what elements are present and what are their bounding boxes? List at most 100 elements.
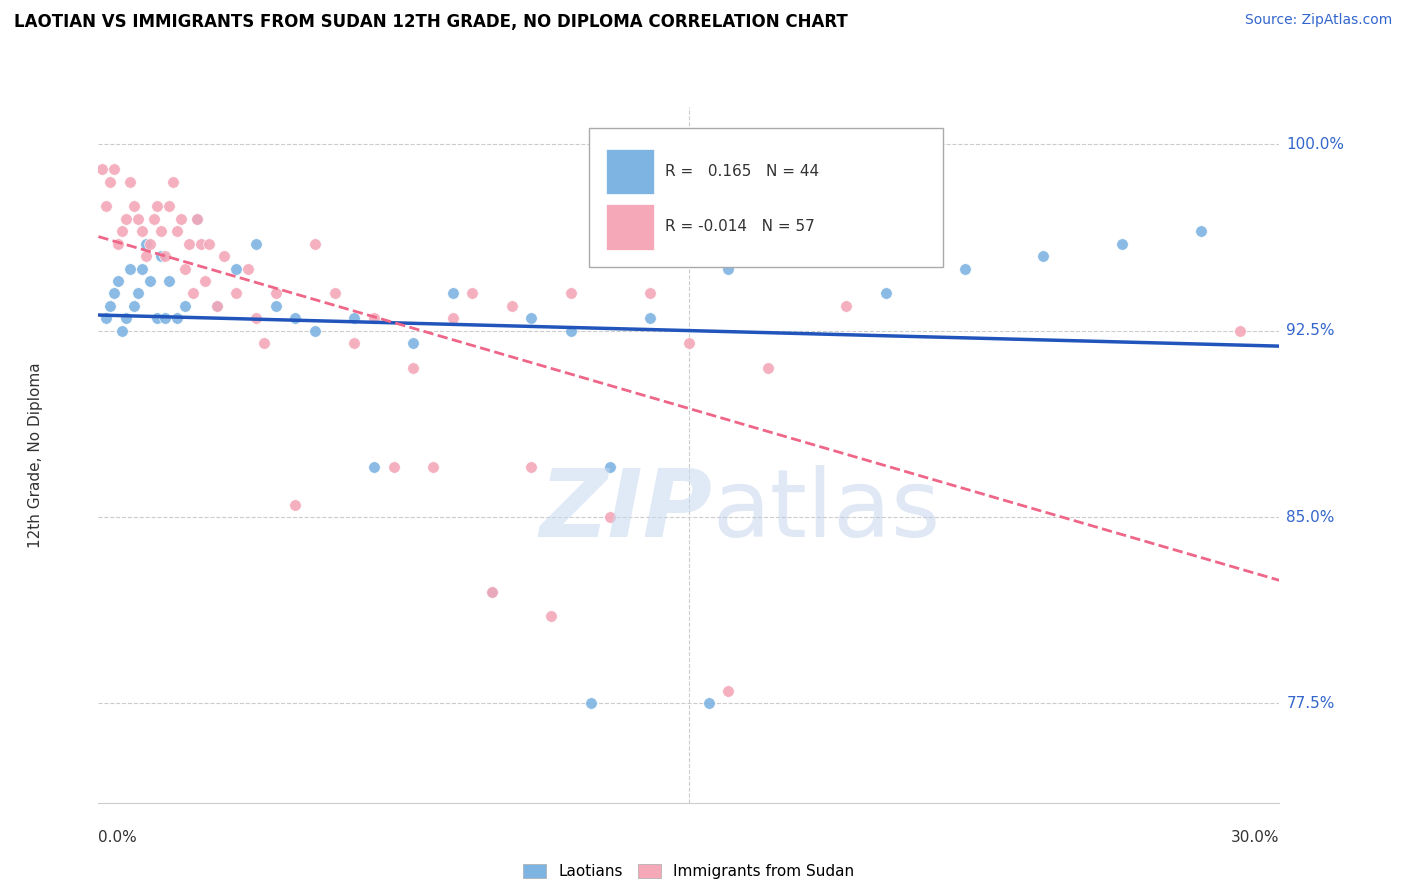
Point	[127, 211, 149, 226]
Point	[914, 236, 936, 251]
Point	[717, 261, 740, 276]
Point	[98, 299, 121, 313]
FancyBboxPatch shape	[606, 204, 654, 250]
Point	[205, 299, 228, 313]
Point	[91, 162, 114, 177]
Point	[953, 261, 976, 276]
Point	[115, 311, 138, 326]
Point	[142, 211, 165, 226]
Point	[127, 286, 149, 301]
Point	[363, 460, 385, 475]
Point	[103, 286, 125, 301]
Point	[96, 199, 118, 213]
Point	[560, 286, 582, 301]
Text: 0.0%: 0.0%	[98, 830, 138, 845]
Point	[540, 609, 562, 624]
Text: R = -0.014   N = 57: R = -0.014 N = 57	[665, 219, 815, 235]
Point	[461, 286, 484, 301]
Point	[402, 360, 425, 375]
Point	[264, 286, 287, 301]
Point	[520, 460, 543, 475]
Point	[107, 236, 129, 251]
Point	[111, 224, 134, 238]
Point	[155, 311, 177, 326]
Point	[441, 311, 464, 326]
Point	[264, 299, 287, 313]
Point	[157, 199, 180, 213]
Point	[146, 199, 169, 213]
Point	[717, 684, 740, 698]
Point	[678, 336, 700, 351]
Text: R =   0.165   N = 44: R = 0.165 N = 44	[665, 163, 820, 178]
Point	[481, 584, 503, 599]
Point	[205, 299, 228, 313]
Point	[98, 175, 121, 189]
Point	[579, 697, 602, 711]
Point	[122, 299, 145, 313]
Text: 85.0%: 85.0%	[1286, 509, 1334, 524]
Text: 12th Grade, No Diploma: 12th Grade, No Diploma	[28, 362, 42, 548]
Point	[756, 249, 779, 263]
Point	[135, 236, 157, 251]
Point	[441, 286, 464, 301]
Point	[166, 224, 188, 238]
Point	[174, 261, 197, 276]
Point	[422, 460, 444, 475]
Point	[166, 311, 188, 326]
Point	[1229, 324, 1251, 338]
Point	[599, 460, 621, 475]
Point	[225, 261, 247, 276]
Point	[177, 236, 200, 251]
Point	[138, 274, 160, 288]
Point	[363, 311, 385, 326]
Point	[150, 249, 173, 263]
Point	[1032, 249, 1054, 263]
Point	[638, 286, 661, 301]
Point	[835, 299, 858, 313]
Point	[284, 311, 307, 326]
Point	[186, 211, 208, 226]
Point	[214, 249, 236, 263]
Point	[197, 236, 219, 251]
Point	[343, 336, 366, 351]
Legend: Laotians, Immigrants from Sudan: Laotians, Immigrants from Sudan	[517, 858, 860, 886]
Point	[170, 211, 193, 226]
Text: 30.0%: 30.0%	[1232, 830, 1279, 845]
Point	[194, 274, 217, 288]
Point	[1189, 224, 1212, 238]
Point	[162, 175, 184, 189]
Point	[118, 261, 141, 276]
Point	[190, 236, 212, 251]
Point	[560, 324, 582, 338]
Text: LAOTIAN VS IMMIGRANTS FROM SUDAN 12TH GRADE, NO DIPLOMA CORRELATION CHART: LAOTIAN VS IMMIGRANTS FROM SUDAN 12TH GR…	[14, 13, 848, 31]
Text: 77.5%: 77.5%	[1286, 696, 1334, 711]
Point	[304, 236, 326, 251]
Point	[520, 311, 543, 326]
Point	[225, 286, 247, 301]
Point	[253, 336, 276, 351]
Point	[146, 311, 169, 326]
Point	[599, 510, 621, 524]
Point	[343, 311, 366, 326]
Point	[122, 199, 145, 213]
Point	[481, 584, 503, 599]
Point	[304, 324, 326, 338]
FancyBboxPatch shape	[606, 149, 654, 194]
Point	[107, 274, 129, 288]
Point	[131, 261, 153, 276]
Point	[155, 249, 177, 263]
Point	[157, 274, 180, 288]
Point	[245, 311, 267, 326]
Point	[501, 299, 523, 313]
Point	[118, 175, 141, 189]
Point	[875, 286, 897, 301]
Text: 92.5%: 92.5%	[1286, 323, 1334, 338]
Point	[638, 311, 661, 326]
Point	[245, 236, 267, 251]
Point	[284, 498, 307, 512]
Point	[111, 324, 134, 338]
Point	[756, 360, 779, 375]
Point	[103, 162, 125, 177]
Text: Source: ZipAtlas.com: Source: ZipAtlas.com	[1244, 13, 1392, 28]
Point	[138, 236, 160, 251]
